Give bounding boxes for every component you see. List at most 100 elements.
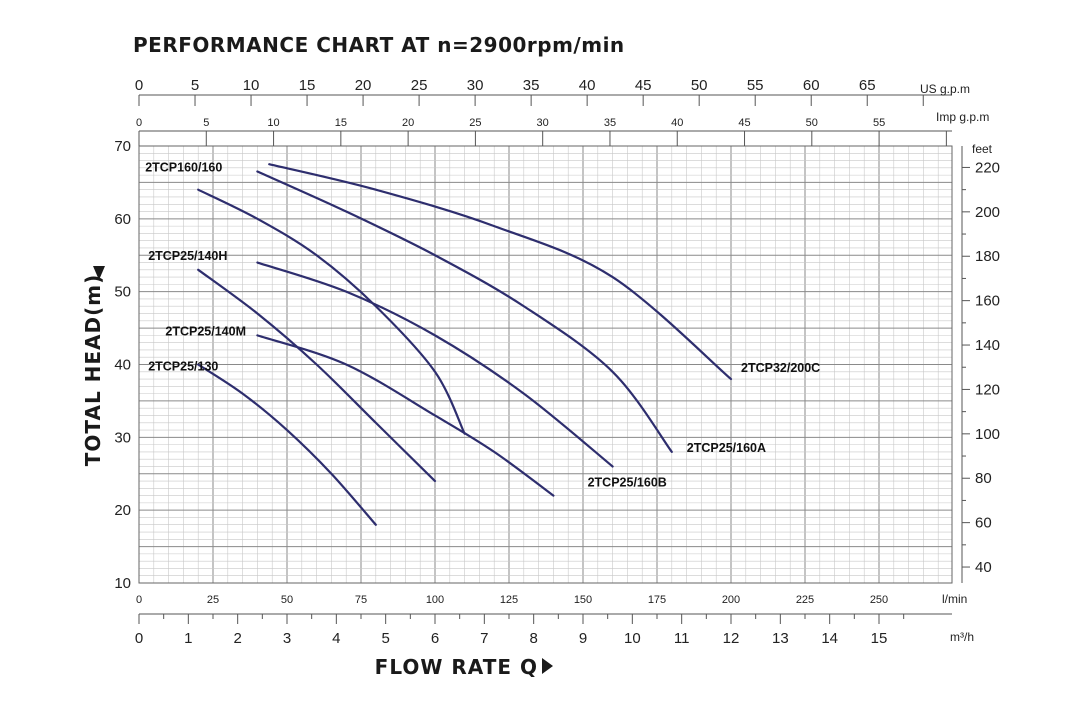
plot-frame <box>138 145 953 584</box>
imp-gpm-tick-label: 25 <box>469 117 481 129</box>
series-curve <box>256 334 555 497</box>
series-label: 2TCP25/160A <box>687 441 766 455</box>
m3h-tick-label: 3 <box>283 630 291 647</box>
m3h-tick-label: 4 <box>332 630 340 647</box>
feet-tick-label: 40 <box>975 559 992 576</box>
m3h-tick-label: 7 <box>480 630 488 647</box>
imp-gpm-unit-label: Imp g.p.m <box>936 110 989 124</box>
y-tick-label: 50 <box>114 284 131 301</box>
m3h-tick-label: 13 <box>772 630 789 647</box>
y-tick-label: 60 <box>114 211 131 228</box>
series-labels: 2TCP25/130 2TCP25/140H 2TCP25/140M 2TCP160/… <box>145 161 820 490</box>
us-gpm-tick-label: 15 <box>299 77 316 94</box>
imp-gpm-tick-label: 35 <box>604 117 616 129</box>
series-label: 2TCP32/200C <box>741 361 820 375</box>
x-tick-label: 0 <box>136 594 142 606</box>
us-gpm-unit-label: US g.p.m <box>920 82 970 96</box>
m3h-tick-label: 9 <box>579 630 587 647</box>
series-label: 2TCP25/160B <box>588 475 667 489</box>
m3h-tick-label: 5 <box>381 630 389 647</box>
us-gpm-tick-label: 50 <box>691 77 708 94</box>
x-tick-label: 200 <box>722 594 740 606</box>
m3h-tick-label: 11 <box>674 630 690 647</box>
us-gpm-tick-label: 20 <box>355 77 372 94</box>
feet-tick-label: 140 <box>975 337 1000 354</box>
m3h-tick-label: 1 <box>184 630 192 647</box>
series-curve <box>256 261 614 468</box>
series-label: 2TCP160/160 <box>145 161 222 175</box>
imp-gpm-tick-label: 10 <box>267 117 279 129</box>
feet-tick-label: 220 <box>975 159 1000 176</box>
y-axis-title: TOTAL HEAD(m) <box>81 274 105 467</box>
x-tick-label: 50 <box>281 594 293 606</box>
feet-tick-label: 100 <box>975 426 1000 443</box>
series-label: 2TCP25/140M <box>165 324 246 338</box>
x-tick-label: 250 <box>870 594 888 606</box>
series-curve <box>268 163 733 381</box>
feet-unit-label: feet <box>972 142 993 156</box>
imp-gpm-tick-label: 45 <box>738 117 750 129</box>
us-gpm-tick-label: 10 <box>243 77 260 94</box>
y-axis-arrow-icon <box>93 266 105 280</box>
m3h-unit-label: m³/h <box>950 630 974 644</box>
us-gpm-tick-label: 60 <box>803 77 820 94</box>
feet-tick-label: 80 <box>975 470 992 487</box>
series-label: 2TCP25/140H <box>148 249 227 263</box>
m3h-tick-label: 10 <box>624 630 641 647</box>
y-axis-title-text: TOTAL HEAD(m) <box>81 274 105 467</box>
imp-gpm-tick-label: 5 <box>203 117 209 129</box>
series-curve <box>197 188 466 435</box>
us-gpm-tick-label: 5 <box>191 77 199 94</box>
x-axis-title: FLOW RATE Q <box>375 655 538 679</box>
us-gpm-tick-label: 0 <box>135 77 143 94</box>
x-tick-label: 175 <box>648 594 666 606</box>
imp-gpm-tick-label: 55 <box>873 117 885 129</box>
imp-gpm-tick-label: 20 <box>402 117 414 129</box>
series-label: 2TCP25/130 <box>148 360 218 374</box>
x-unit-label: l/min <box>942 592 967 606</box>
imp-gpm-tick-label: 0 <box>136 117 142 129</box>
m3h-tick-label: 12 <box>723 630 740 647</box>
us-gpm-tick-label: 35 <box>523 77 540 94</box>
m3h-tick-label: 15 <box>871 630 888 647</box>
us-gpm-tick-label: 30 <box>467 77 484 94</box>
y-tick-label: 30 <box>114 429 131 446</box>
chart-title: PERFORMANCE CHART AT n=2900rpm/min <box>133 33 625 57</box>
imp-gpm-tick-label: 30 <box>537 117 549 129</box>
curves <box>197 163 733 526</box>
series-curve <box>197 363 377 526</box>
y-tick-label: 70 <box>114 138 131 155</box>
feet-tick-label: 60 <box>975 515 992 532</box>
y-tick-label: 40 <box>114 357 131 374</box>
imp-gpm-tick-label: 40 <box>671 117 683 129</box>
m3h-tick-label: 8 <box>529 630 537 647</box>
feet-tick-label: 160 <box>975 293 1000 310</box>
m3h-tick-label: 0 <box>135 630 143 647</box>
m3h-tick-label: 2 <box>233 630 241 647</box>
us-gpm-tick-label: 55 <box>747 77 764 94</box>
us-gpm-tick-label: 65 <box>859 77 876 94</box>
feet-tick-label: 180 <box>975 248 1000 265</box>
x-tick-label: 125 <box>500 594 518 606</box>
x-tick-label: 225 <box>796 594 814 606</box>
x-axis-arrow-icon <box>542 658 553 674</box>
us-gpm-tick-label: 40 <box>579 77 596 94</box>
series-curve <box>256 170 673 453</box>
imp-gpm-tick-label: 15 <box>335 117 347 129</box>
y-tick-label: 10 <box>114 575 131 592</box>
x-tick-label: 100 <box>426 594 444 606</box>
x-tick-label: 75 <box>355 594 367 606</box>
us-gpm-tick-label: 45 <box>635 77 652 94</box>
feet-tick-label: 120 <box>975 381 1000 398</box>
x-tick-label: 25 <box>207 594 219 606</box>
feet-tick-label: 200 <box>975 204 1000 221</box>
series-curve <box>197 268 437 483</box>
x-tick-label: 150 <box>574 594 592 606</box>
us-gpm-tick-label: 25 <box>411 77 428 94</box>
grid <box>138 145 953 584</box>
m3h-tick-label: 14 <box>821 630 838 647</box>
m3h-tick-label: 6 <box>431 630 439 647</box>
imp-gpm-tick-label: 50 <box>806 117 818 129</box>
